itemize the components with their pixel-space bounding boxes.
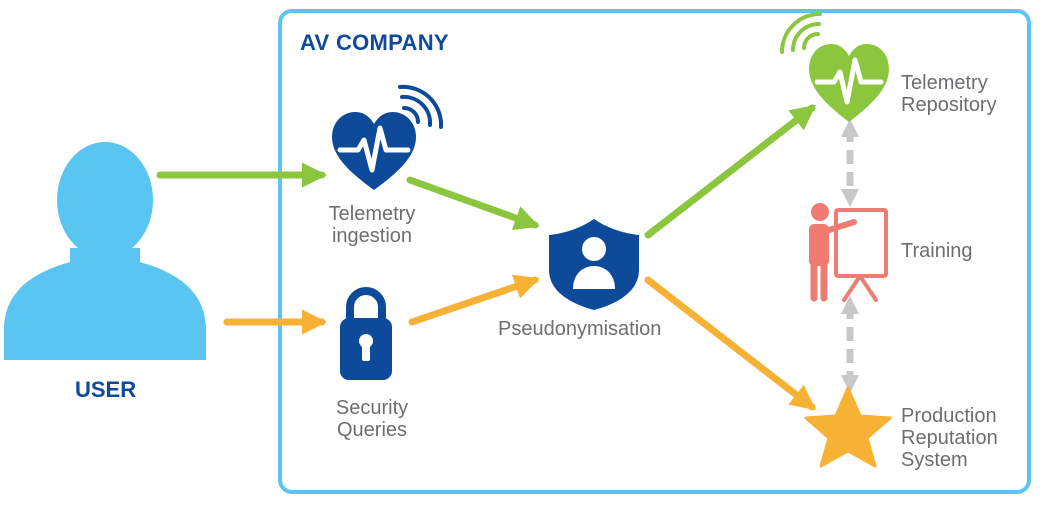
arrow-pseudonymisation-to-production	[644, 276, 816, 411]
user-label: USER	[75, 377, 137, 402]
company-title: AV COMPANY	[300, 30, 449, 55]
user-silhouette-icon	[4, 142, 206, 360]
shield-person-icon	[549, 219, 639, 310]
signal-waves-green-icon	[780, 12, 822, 54]
production-reputation-label: Production Reputation System	[901, 405, 998, 471]
telemetry-ingestion-label: Telemetry ingestion	[328, 203, 416, 247]
av-company-boundary	[278, 9, 1031, 494]
presenter-board-icon	[809, 203, 888, 302]
telemetry-repository-label: Telemetry Repository	[901, 72, 997, 116]
arrow-pseudonymisation-to-repository	[644, 104, 816, 239]
padlock-icon	[340, 287, 392, 380]
security-queries-label: Security Queries	[335, 397, 409, 441]
signal-waves-icon	[398, 84, 444, 129]
star-icon	[804, 386, 892, 468]
pseudonymisation-label: Pseudonymisation	[498, 318, 662, 340]
heart-pulse-green-icon	[809, 44, 889, 122]
training-label: Training	[901, 240, 973, 262]
arrow-telemetry-to-pseudonymisation	[406, 176, 540, 231]
heart-pulse-icon	[332, 112, 416, 190]
arrow-security-to-pseudonymisation	[408, 274, 540, 326]
